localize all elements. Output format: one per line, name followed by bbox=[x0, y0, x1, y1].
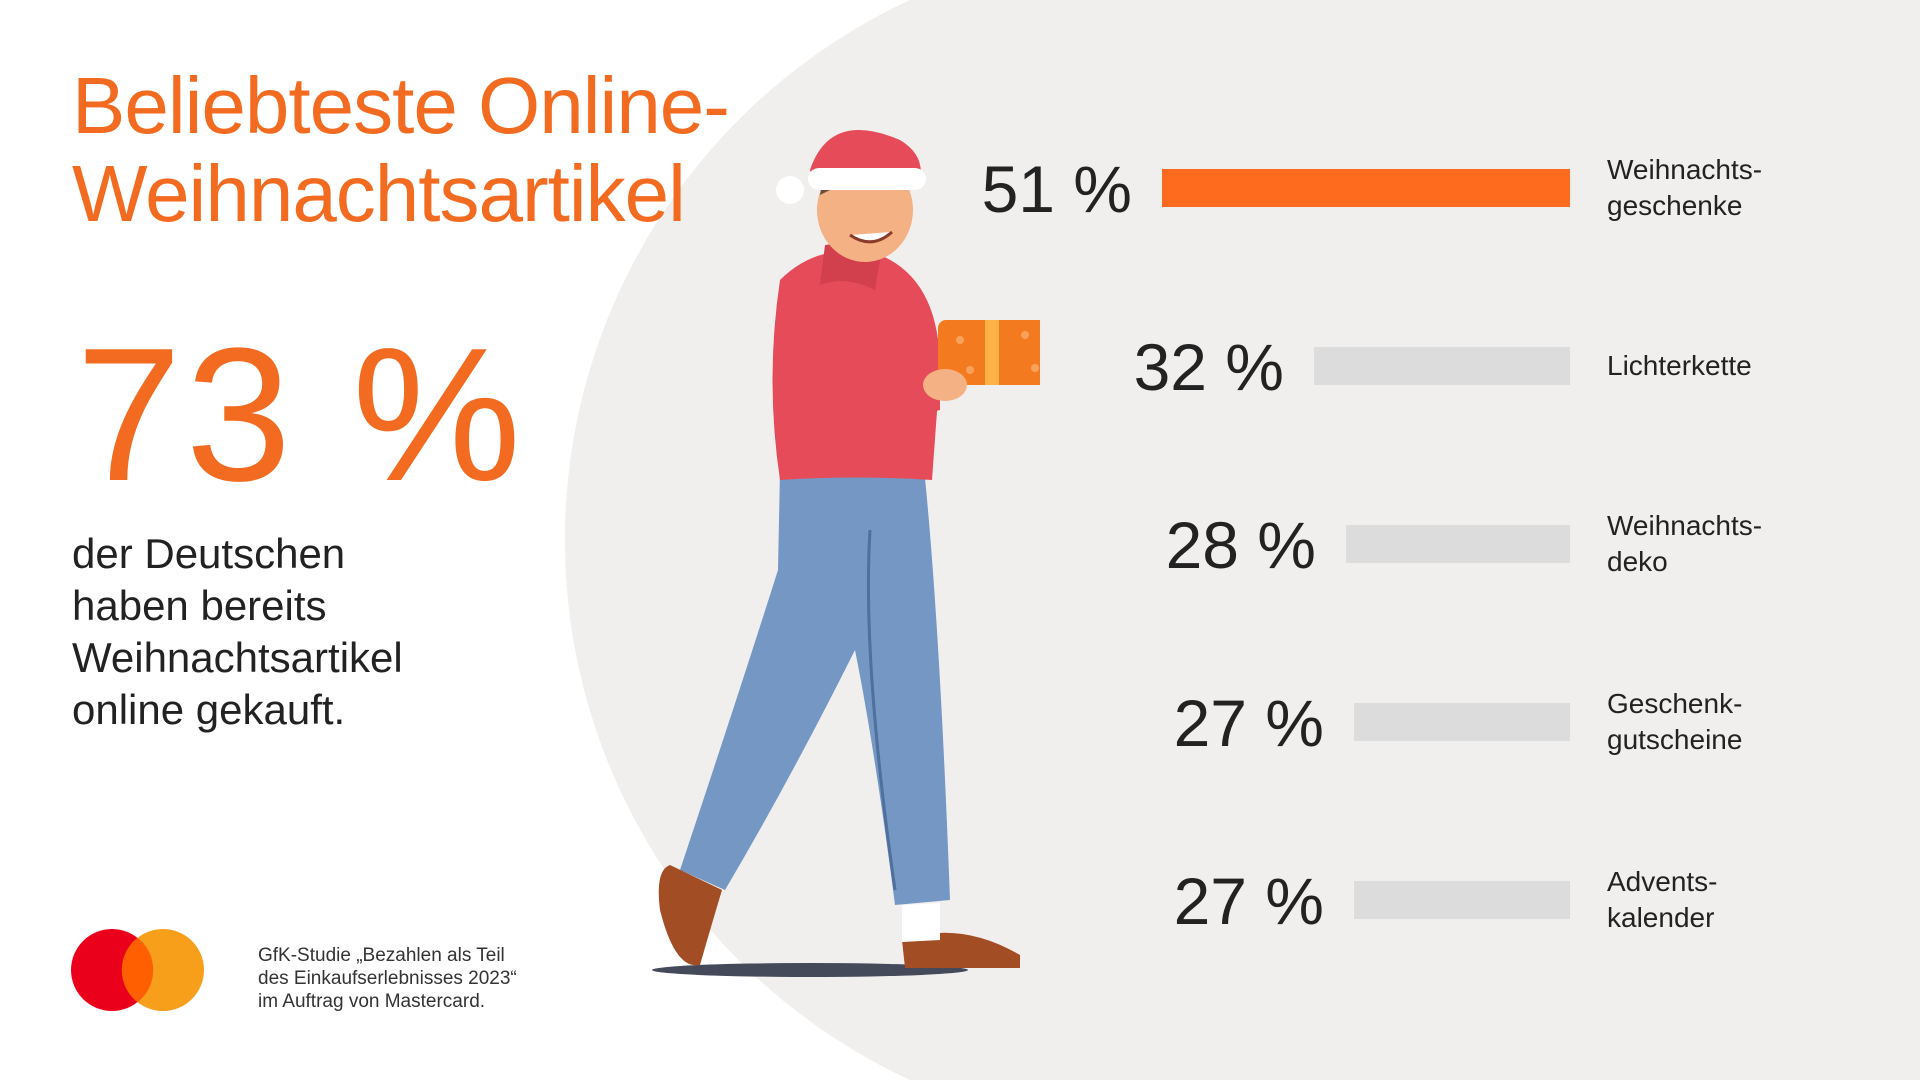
sock bbox=[902, 903, 940, 942]
big-stat-description: der Deutschen haben bereits Weihnachtsar… bbox=[72, 528, 492, 736]
source-note: GfK-Studie „Bezahlen als Teil des Einkau… bbox=[258, 944, 588, 1013]
description-line-1: der Deutschen bbox=[72, 530, 346, 577]
santa-hat-brim bbox=[808, 168, 926, 190]
gift-ribbon bbox=[985, 320, 999, 385]
source-line-1: GfK-Studie „Bezahlen als Teil bbox=[258, 945, 505, 966]
arm bbox=[781, 300, 940, 422]
value-label-4: 27 % bbox=[1174, 864, 1324, 938]
category-label-4-1: kalender bbox=[1607, 902, 1714, 933]
category-label-2-1: deko bbox=[1607, 546, 1668, 577]
santa-hat-person-illustration bbox=[652, 130, 1040, 977]
category-label-1-0: Lichterkette bbox=[1607, 350, 1752, 381]
sweater bbox=[772, 250, 940, 480]
value-label-3: 27 % bbox=[1174, 686, 1324, 760]
bar-4 bbox=[1354, 881, 1570, 919]
smile bbox=[849, 230, 894, 244]
value-label-1: 32 % bbox=[1134, 330, 1284, 404]
bar-2 bbox=[1346, 525, 1570, 563]
category-label-3-1: gutscheine bbox=[1607, 724, 1742, 755]
right-shoe bbox=[902, 932, 1020, 968]
mastercard-logo-icon bbox=[71, 929, 204, 1011]
bar-3 bbox=[1354, 703, 1570, 741]
left-shoe bbox=[658, 865, 722, 966]
description-line-3: Weihnachtsartikel bbox=[72, 634, 403, 681]
category-label-0-0: Weihnachts- bbox=[1607, 154, 1762, 185]
santa-hat-pompom bbox=[776, 176, 804, 204]
source-line-2: des Einkaufserlebnisses 2023“ bbox=[258, 968, 517, 989]
bar-1 bbox=[1314, 347, 1570, 385]
description-line-2: haben bereits bbox=[72, 582, 327, 629]
title-line-1: Beliebteste Online- bbox=[72, 61, 730, 150]
source-line-3: im Auftrag von Mastercard. bbox=[258, 991, 486, 1012]
trouser-line bbox=[866, 529, 897, 891]
page-title: Beliebteste Online- Weihnachtsartikel bbox=[72, 61, 730, 238]
category-label-3-0: Geschenk- bbox=[1607, 688, 1742, 719]
hands bbox=[923, 369, 967, 401]
shadow bbox=[652, 963, 968, 977]
description-line-4: online gekauft. bbox=[72, 686, 346, 733]
big-stat-value: 73 % bbox=[76, 309, 526, 521]
category-label-0-1: geschenke bbox=[1607, 190, 1742, 221]
category-label-2-0: Weihnachts- bbox=[1607, 510, 1762, 541]
category-label-4-0: Advents- bbox=[1607, 866, 1718, 897]
value-label-2: 28 % bbox=[1166, 508, 1316, 582]
bar-0 bbox=[1162, 169, 1570, 207]
value-label-0: 51 % bbox=[982, 152, 1132, 226]
title-line-2: Weihnachtsartikel bbox=[72, 149, 686, 238]
